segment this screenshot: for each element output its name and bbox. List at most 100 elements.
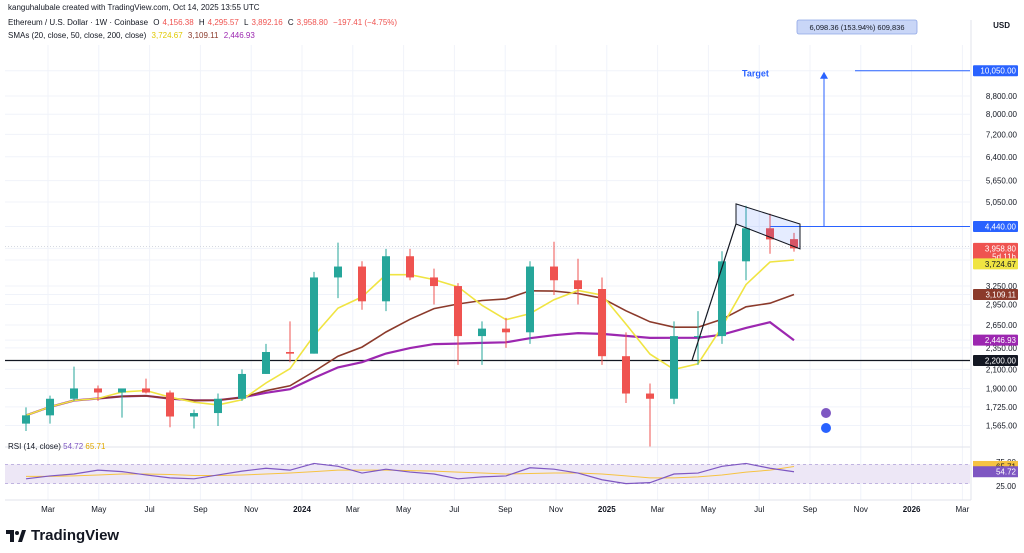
candle-body [406,256,414,278]
tag-sma200-bg [973,334,1018,346]
candle [118,388,126,418]
credit-line: kanguhalubale created with TradingView.c… [8,3,263,12]
candle-body [670,336,678,399]
tradingview-brand: TradingView [6,527,119,544]
candle-body [766,228,774,240]
candle-body [286,351,294,354]
event-marker-icon [821,408,831,418]
x-tick-label-3: Sep [193,505,208,514]
candle [526,261,534,344]
tag-sma20-text: 3,724.67 [985,260,1017,269]
high-label: H [198,18,205,27]
tag-support-text: 2,200.00 [985,356,1017,365]
candle-body [310,277,318,354]
candle [382,248,390,312]
candle-body [118,388,126,393]
open-label: O [153,18,160,27]
x-tick-label-7: May [396,505,411,514]
y-tick-label-12: 2,950.00 [986,301,1018,310]
candle-body [526,266,534,333]
measure-text: 6,098.36 (153.94%) 609,836 [809,23,904,32]
tag-sma50-bg [973,289,1018,301]
sma-label[interactable]: SMAs (20, close, 50, close, 200, close) [8,31,147,40]
x-tick-label-5: 2024 [293,505,311,514]
candle-body [46,398,54,416]
candle [622,332,630,404]
candle-body [334,266,342,278]
candle [718,251,726,344]
grid [5,45,970,500]
candle [430,268,438,305]
y-tick-label-6: 5,050.00 [986,198,1018,207]
drawings: Target 6,098.36 (153.94%) 609,836 [691,19,918,433]
x-tick-label-10: Nov [549,505,563,514]
y-tick-label-18: 1,900.00 [986,384,1018,393]
candle [310,271,318,354]
sma200-value: 2,446.93 [223,31,255,40]
candle [646,383,654,447]
candle [742,205,750,281]
candle-body [166,392,174,417]
candle-body [238,373,246,399]
candle [358,261,366,310]
x-tick-label-0: Mar [41,505,55,514]
candle-body [646,393,654,399]
sma50-line [25,289,795,417]
candle [166,390,174,428]
tag-sma200-text: 2,446.93 [985,336,1017,345]
measure-box [796,19,918,35]
candle-body [142,388,150,393]
low-value: 3,892.16 [251,18,283,27]
candle [142,378,150,394]
candle-body [574,280,582,290]
sma20-value: 3,724.67 [151,31,183,40]
y-tick-label-3: 7,200.00 [986,130,1018,139]
low-label: L [244,18,249,27]
candle-body [598,289,606,357]
candles [22,205,798,447]
credit-text: kanguhalubale created with TradingView.c… [8,3,260,12]
x-tick-label-8: Jul [449,505,459,514]
horizontal-levels [5,70,970,362]
x-tick-label-11: 2025 [598,505,616,514]
rsi-signal-value: 65.71 [85,442,106,451]
rsi-value: 54.72 [63,442,85,451]
y-tick-label-19: 1,725.00 [986,403,1018,412]
candle-body [22,415,30,424]
candle [238,369,246,401]
symbol-title[interactable]: Ethereum / U.S. Dollar · 1W · Coinbase [8,18,149,27]
candle [70,366,78,401]
y-tick-label-2: 8,000.00 [986,110,1018,119]
candle [22,407,30,432]
candle-body [622,356,630,394]
candle [454,283,462,365]
y-tick-label-1: 8,800.00 [986,92,1018,101]
brand-name: TradingView [31,527,120,544]
candle [262,343,270,374]
candle [286,321,294,363]
high-value: 4,295.57 [207,18,239,27]
rsi-value-tag-text: 54.72 [996,468,1017,477]
tag-target-text: 10,050.00 [980,67,1016,76]
rsi-pane: RSI (14, close) 54.72 65.7175.0025.0065.… [5,442,1018,491]
y-tick-label-4: 6,400.00 [986,153,1018,162]
rsi-line [25,462,795,485]
tag-last-price-bg [973,242,1018,261]
candle [670,321,678,405]
change-value: −197.41 (−4.75%) [333,18,398,27]
y-tick-label-10: 3,250.00 [986,282,1018,291]
axes: 8,800.00 8,000.00 7,200.00 6,400.00 5,650.00… [5,20,1018,514]
candle [598,277,606,365]
tag-support-bg [973,354,1018,366]
candle [406,248,414,281]
rsi-band [5,464,970,484]
candle [574,258,582,305]
candle [502,317,510,348]
x-tick-label-18: Mar [956,505,970,514]
x-tick-label-6: Mar [346,505,360,514]
tag-last-price-extra: 5d 11h [992,252,1016,261]
candle-body [214,398,222,414]
sma50-value: 3,109.11 [187,31,219,40]
